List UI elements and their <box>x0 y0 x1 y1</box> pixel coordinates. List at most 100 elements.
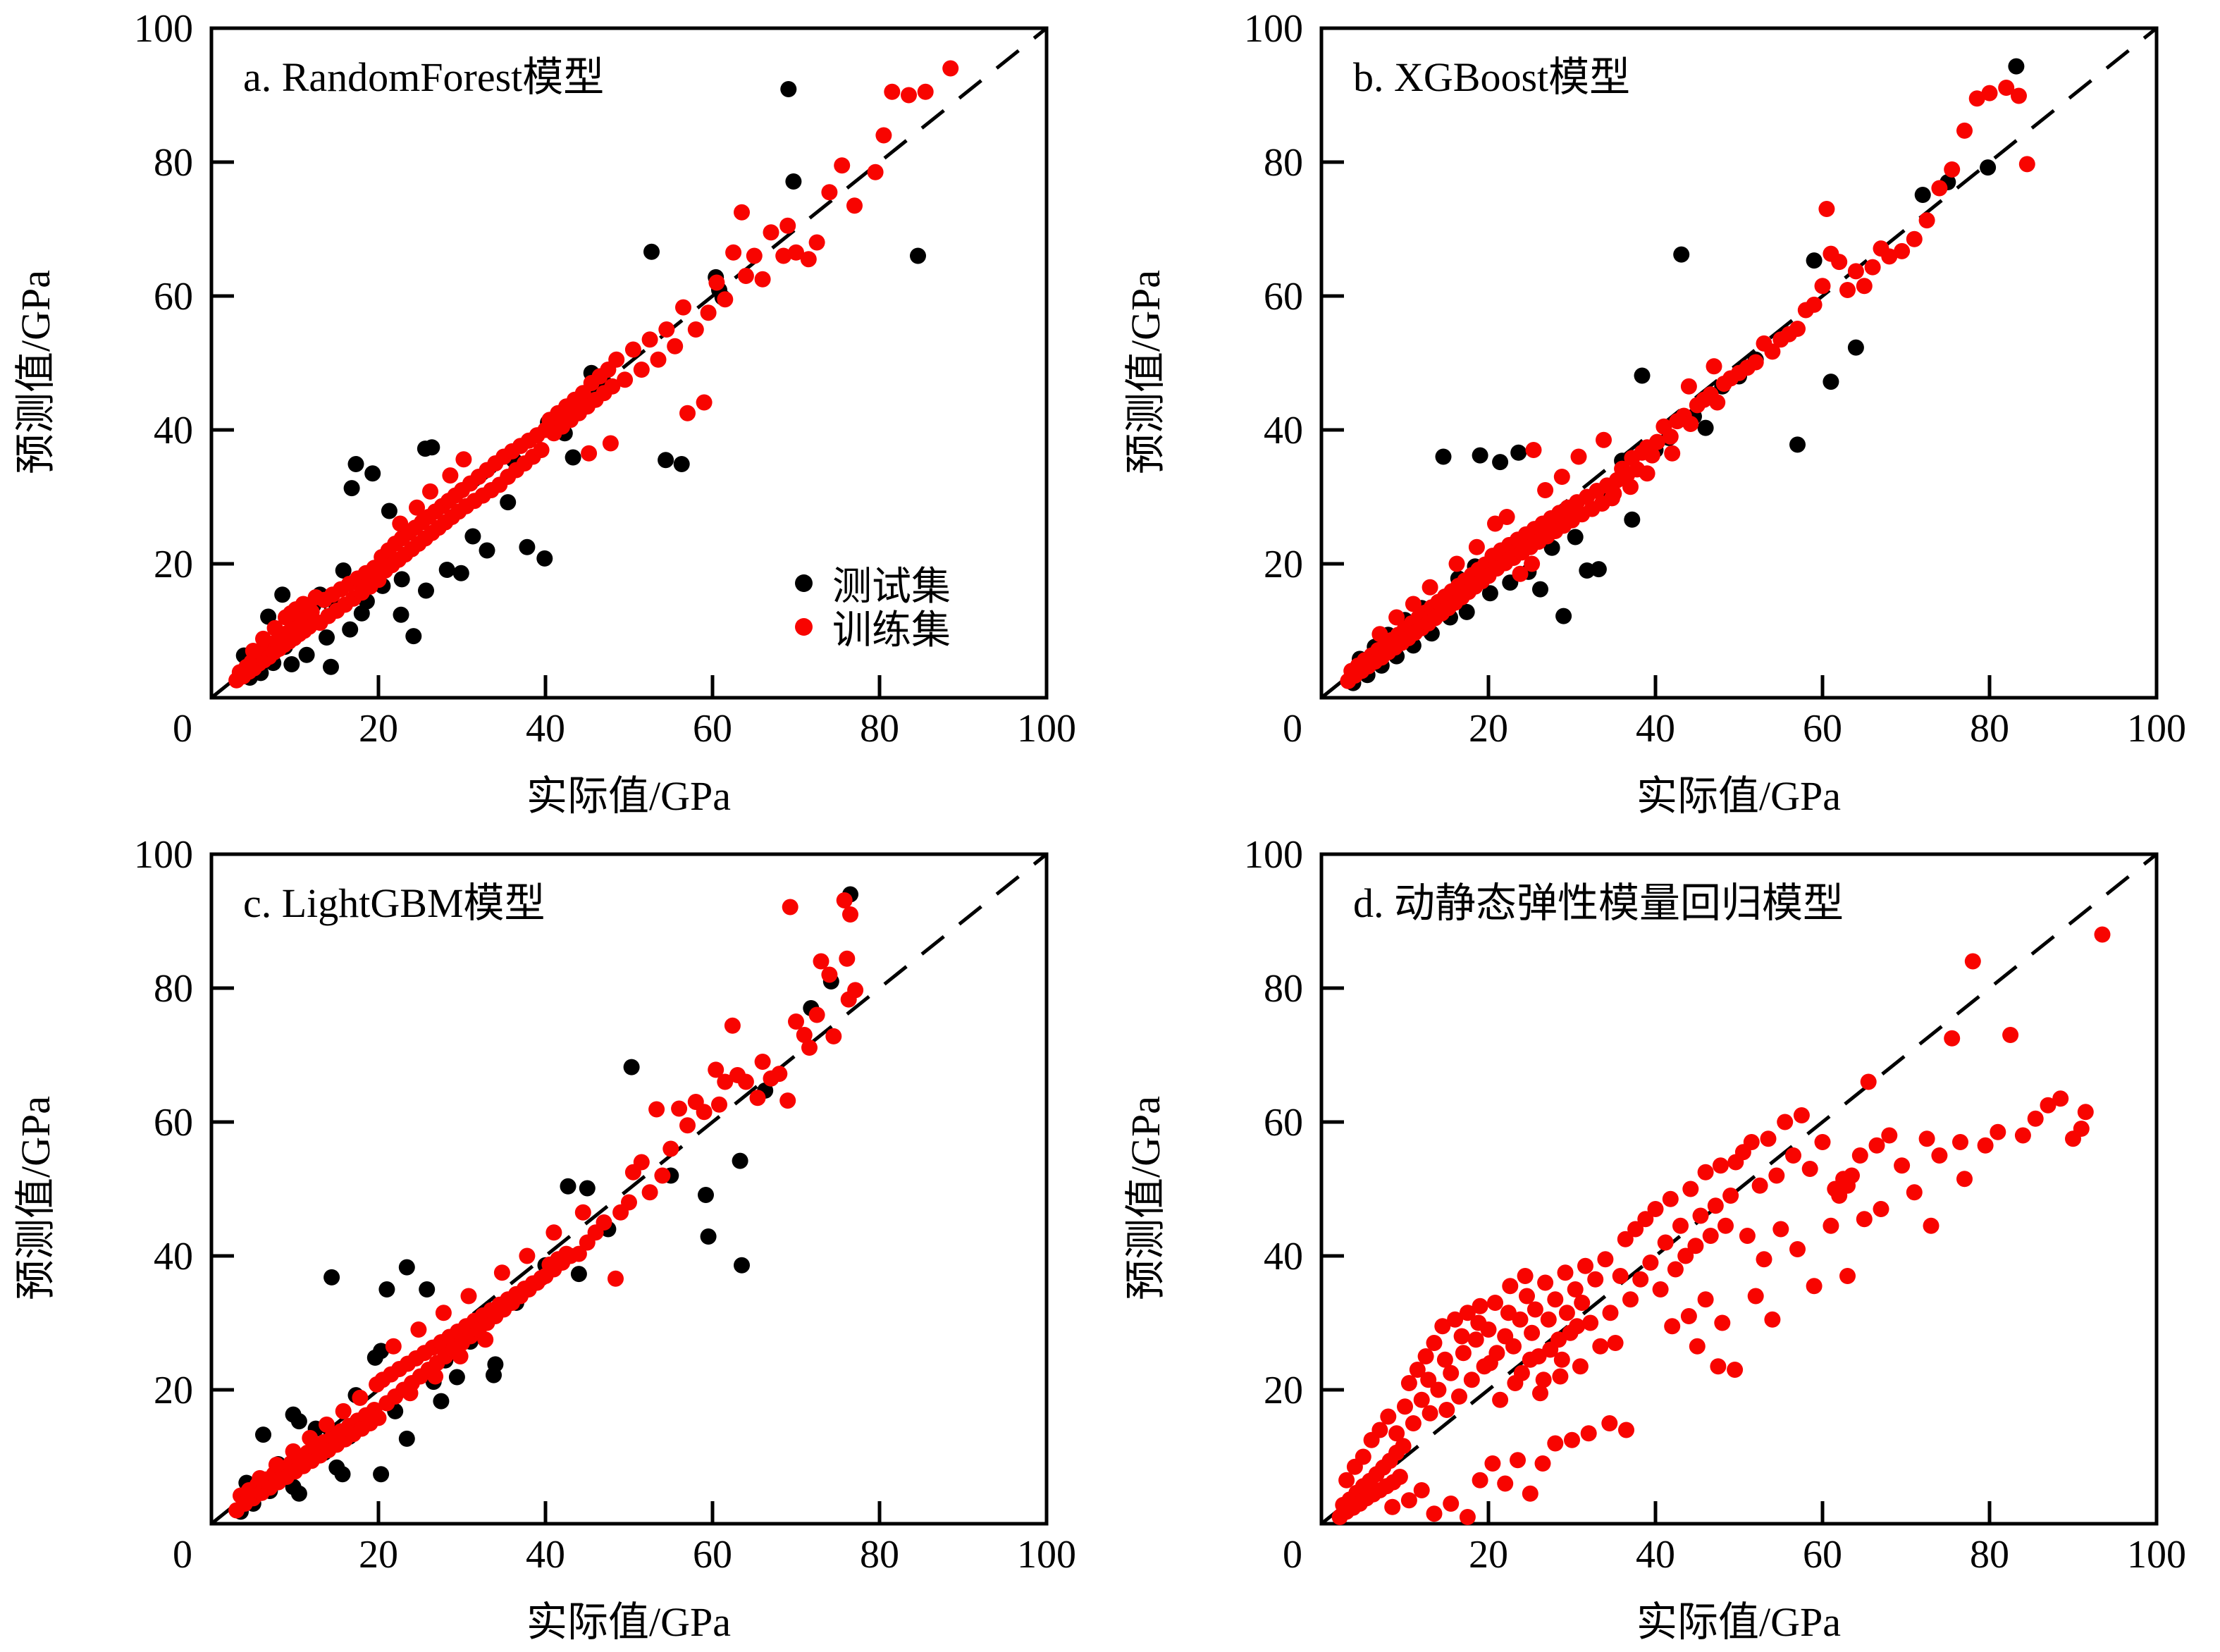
scatter-point <box>1747 1288 1764 1305</box>
y-tick-label: 100 <box>1244 833 1303 877</box>
identity-dashed-line <box>1320 27 2158 699</box>
scatter-point <box>1371 626 1388 643</box>
scatter-point <box>1860 1073 1877 1090</box>
scatter-point <box>2018 156 2035 173</box>
panel-a-title: a. RandomForest模型 <box>243 54 605 100</box>
scatter-point <box>1492 1391 1509 1408</box>
legend-label-train: 训练集 <box>832 608 951 653</box>
scatter-point <box>1577 1257 1593 1274</box>
scatter-point <box>1722 1188 1739 1204</box>
scatter-point <box>1918 212 1935 229</box>
scatter-point <box>1801 1161 1818 1177</box>
scatter-point <box>1617 1231 1634 1247</box>
scatter-point <box>846 197 863 214</box>
scatter-point <box>479 542 495 559</box>
scatter-point <box>1397 1398 1413 1415</box>
scatter-point <box>754 271 771 288</box>
scatter-point <box>1467 1331 1484 1348</box>
scatter-point <box>1388 1425 1405 1442</box>
scatter-point <box>1980 159 1997 176</box>
scatter-point <box>749 1090 766 1107</box>
panel-d-y-axis-label: 预测值/GPa <box>1123 1096 1168 1301</box>
scatter-point <box>737 1073 754 1090</box>
scatter-point <box>1952 1134 1968 1150</box>
scatter-point <box>763 224 779 241</box>
scatter-point <box>438 562 455 578</box>
scatter-point <box>1622 479 1639 495</box>
scatter-point <box>1572 1358 1589 1375</box>
x-tick-label: 20 <box>359 707 398 751</box>
scatter-point <box>1532 581 1548 598</box>
scatter-point <box>1512 565 1529 582</box>
plot-frame <box>209 26 1049 700</box>
scatter-point <box>1552 1368 1569 1385</box>
scatter-point <box>623 1059 640 1075</box>
scatter-point <box>1405 596 1422 612</box>
panel-b-y-axis-label: 预测值/GPa <box>1123 270 1168 475</box>
scatter-point <box>392 515 409 532</box>
scatter-point <box>1682 1181 1699 1197</box>
scatter-point <box>1772 1221 1789 1238</box>
scatter-point <box>1806 296 1823 313</box>
scatter-point <box>1768 1167 1785 1184</box>
scatter-point <box>1550 1331 1567 1348</box>
scatter-point <box>1814 1134 1831 1150</box>
scatter-point <box>290 1485 307 1502</box>
scatter-point <box>1592 1338 1609 1355</box>
scatter-point <box>1793 1107 1810 1123</box>
scatter-point <box>875 127 892 144</box>
scatter-point <box>1612 1268 1629 1284</box>
scatter-point <box>1697 1164 1714 1181</box>
scatter-point <box>500 494 517 511</box>
scatter-point <box>1574 1295 1591 1311</box>
scatter-point <box>1453 1328 1470 1345</box>
scatter-point <box>2052 1090 2069 1107</box>
y-tick-label: 20 <box>1264 1369 1303 1412</box>
scatter-point <box>1470 1314 1487 1331</box>
plot-frame <box>1319 852 2159 1526</box>
scatter-point <box>1777 1114 1794 1130</box>
scatter-point <box>1443 1364 1460 1381</box>
scatter-point <box>788 1013 804 1030</box>
scatter-point <box>1839 1268 1856 1284</box>
scatter-point <box>464 528 481 545</box>
scatter-point <box>2040 1097 2056 1114</box>
scatter-point <box>1567 1281 1584 1297</box>
train-set-marker-icon <box>795 617 813 636</box>
scatter-point <box>1873 1201 1889 1217</box>
x-tick-label: 40 <box>1636 1533 1675 1577</box>
panel-d-plot: 0 20 20 40 40 60 60 80 80 100 100 <box>1244 833 2186 1577</box>
scatter-point <box>378 1281 395 1297</box>
scatter-point <box>1990 1123 2006 1140</box>
scatter-point <box>1622 1291 1639 1308</box>
scatter-point <box>1964 953 1981 970</box>
scatter-point <box>274 586 291 603</box>
scatter-point <box>533 442 550 458</box>
scatter-point <box>424 439 440 456</box>
scatter-point <box>570 1245 587 1262</box>
x-tick-label: 100 <box>1017 1533 1076 1577</box>
scatter-point <box>1451 1388 1467 1405</box>
scatter-point <box>1417 1348 1434 1364</box>
scatter-point <box>1632 1271 1649 1288</box>
x-tick-label: 0 <box>1283 1533 1302 1577</box>
scatter-point <box>836 892 853 908</box>
scatter-point <box>1697 1291 1714 1308</box>
scatter-point <box>1567 529 1584 545</box>
scatter-point <box>1590 561 1607 578</box>
scatter-point <box>335 562 352 579</box>
scatter-point <box>343 480 360 497</box>
scatter-point <box>319 629 335 646</box>
scatter-point <box>711 1096 727 1113</box>
scatter-point <box>385 1338 402 1355</box>
scatter-point <box>821 184 838 201</box>
scatter-point <box>737 268 754 284</box>
scatter-point <box>771 1066 788 1083</box>
scatter-point <box>1525 442 1542 458</box>
x-tick-label: 40 <box>1636 707 1675 751</box>
scatter-point <box>673 456 690 472</box>
scatter-point <box>901 87 917 104</box>
scatter-point <box>1558 1305 1575 1321</box>
scatter-point <box>1706 358 1722 375</box>
scatter-point <box>1519 1288 1535 1305</box>
